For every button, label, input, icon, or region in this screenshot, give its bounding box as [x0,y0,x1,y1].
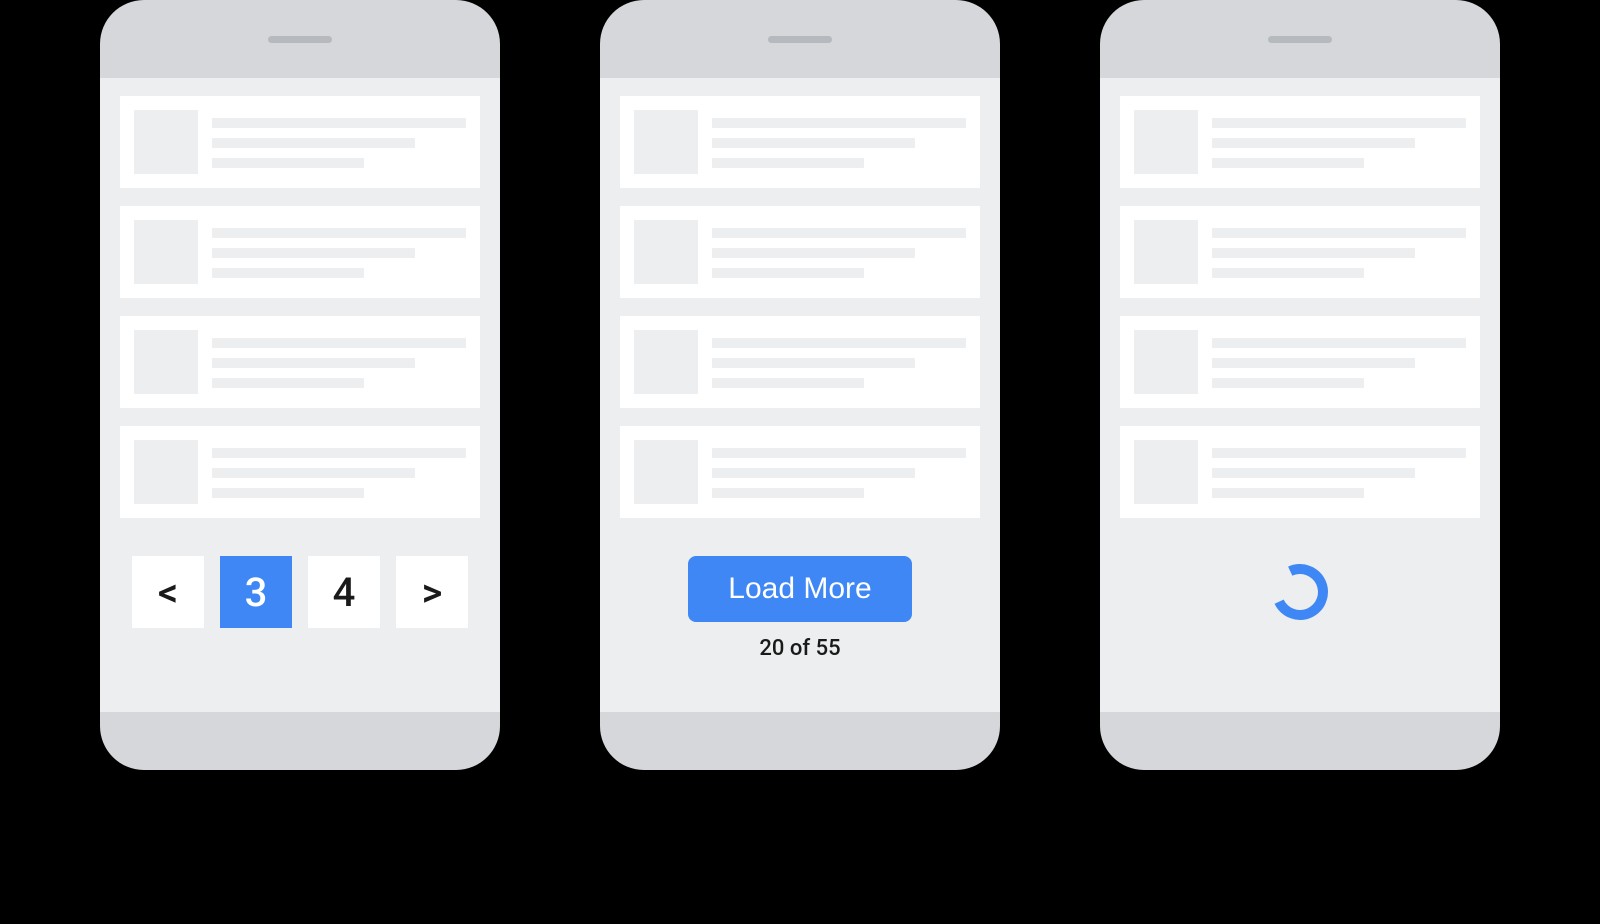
list-item [620,426,980,518]
item-text-placeholder [212,336,466,388]
list-item [120,316,480,408]
list-item [120,206,480,298]
prev-page-button[interactable]: < [132,556,204,628]
item-thumbnail [1134,220,1198,284]
phone-bottom-bezel [1100,712,1500,770]
item-text-placeholder [712,336,966,388]
list-item [620,316,980,408]
item-thumbnail [1134,110,1198,174]
loading-spinner-icon [1264,556,1336,628]
phone-bottom-bezel [100,712,500,770]
pagination: < 3 4 > [132,556,468,628]
item-text-placeholder [1212,336,1466,388]
phone-bottom-bezel [600,712,1000,770]
phone-top-bezel [600,0,1000,78]
page-button-active[interactable]: 3 [220,556,292,628]
item-text-placeholder [1212,446,1466,498]
item-thumbnail [634,110,698,174]
item-thumbnail [134,440,198,504]
pagination-area: < 3 4 > [120,536,480,712]
phone-top-bezel [1100,0,1500,78]
load-more-area: Load More 20 of 55 [620,536,980,712]
list-item [1120,206,1480,298]
phone-screen: Load More 20 of 55 [600,78,1000,712]
phone-top-bezel [100,0,500,78]
item-thumbnail [134,220,198,284]
spinner-area [1120,536,1480,712]
list-item [120,426,480,518]
phone-infinite-scroll [1100,0,1500,770]
load-more-button[interactable]: Load More [688,556,911,622]
list-item [620,96,980,188]
item-thumbnail [134,110,198,174]
load-more-count: 20 of 55 [759,636,840,661]
phone-speaker [1268,36,1332,43]
item-text-placeholder [712,446,966,498]
list-item [1120,96,1480,188]
list-item [1120,426,1480,518]
next-page-button[interactable]: > [396,556,468,628]
item-text-placeholder [1212,116,1466,168]
list-item [120,96,480,188]
phone-speaker [268,36,332,43]
list-item [1120,316,1480,408]
phone-screen: < 3 4 > [100,78,500,712]
phone-pagination: < 3 4 > [100,0,500,770]
item-text-placeholder [712,226,966,278]
item-text-placeholder [212,446,466,498]
phone-load-more: Load More 20 of 55 [600,0,1000,770]
item-text-placeholder [712,116,966,168]
item-thumbnail [634,330,698,394]
item-thumbnail [634,220,698,284]
item-thumbnail [1134,330,1198,394]
list-item [620,206,980,298]
item-thumbnail [634,440,698,504]
page-button[interactable]: 4 [308,556,380,628]
item-text-placeholder [212,226,466,278]
item-thumbnail [134,330,198,394]
item-text-placeholder [212,116,466,168]
phone-speaker [768,36,832,43]
item-thumbnail [1134,440,1198,504]
phone-screen [1100,78,1500,712]
item-text-placeholder [1212,226,1466,278]
